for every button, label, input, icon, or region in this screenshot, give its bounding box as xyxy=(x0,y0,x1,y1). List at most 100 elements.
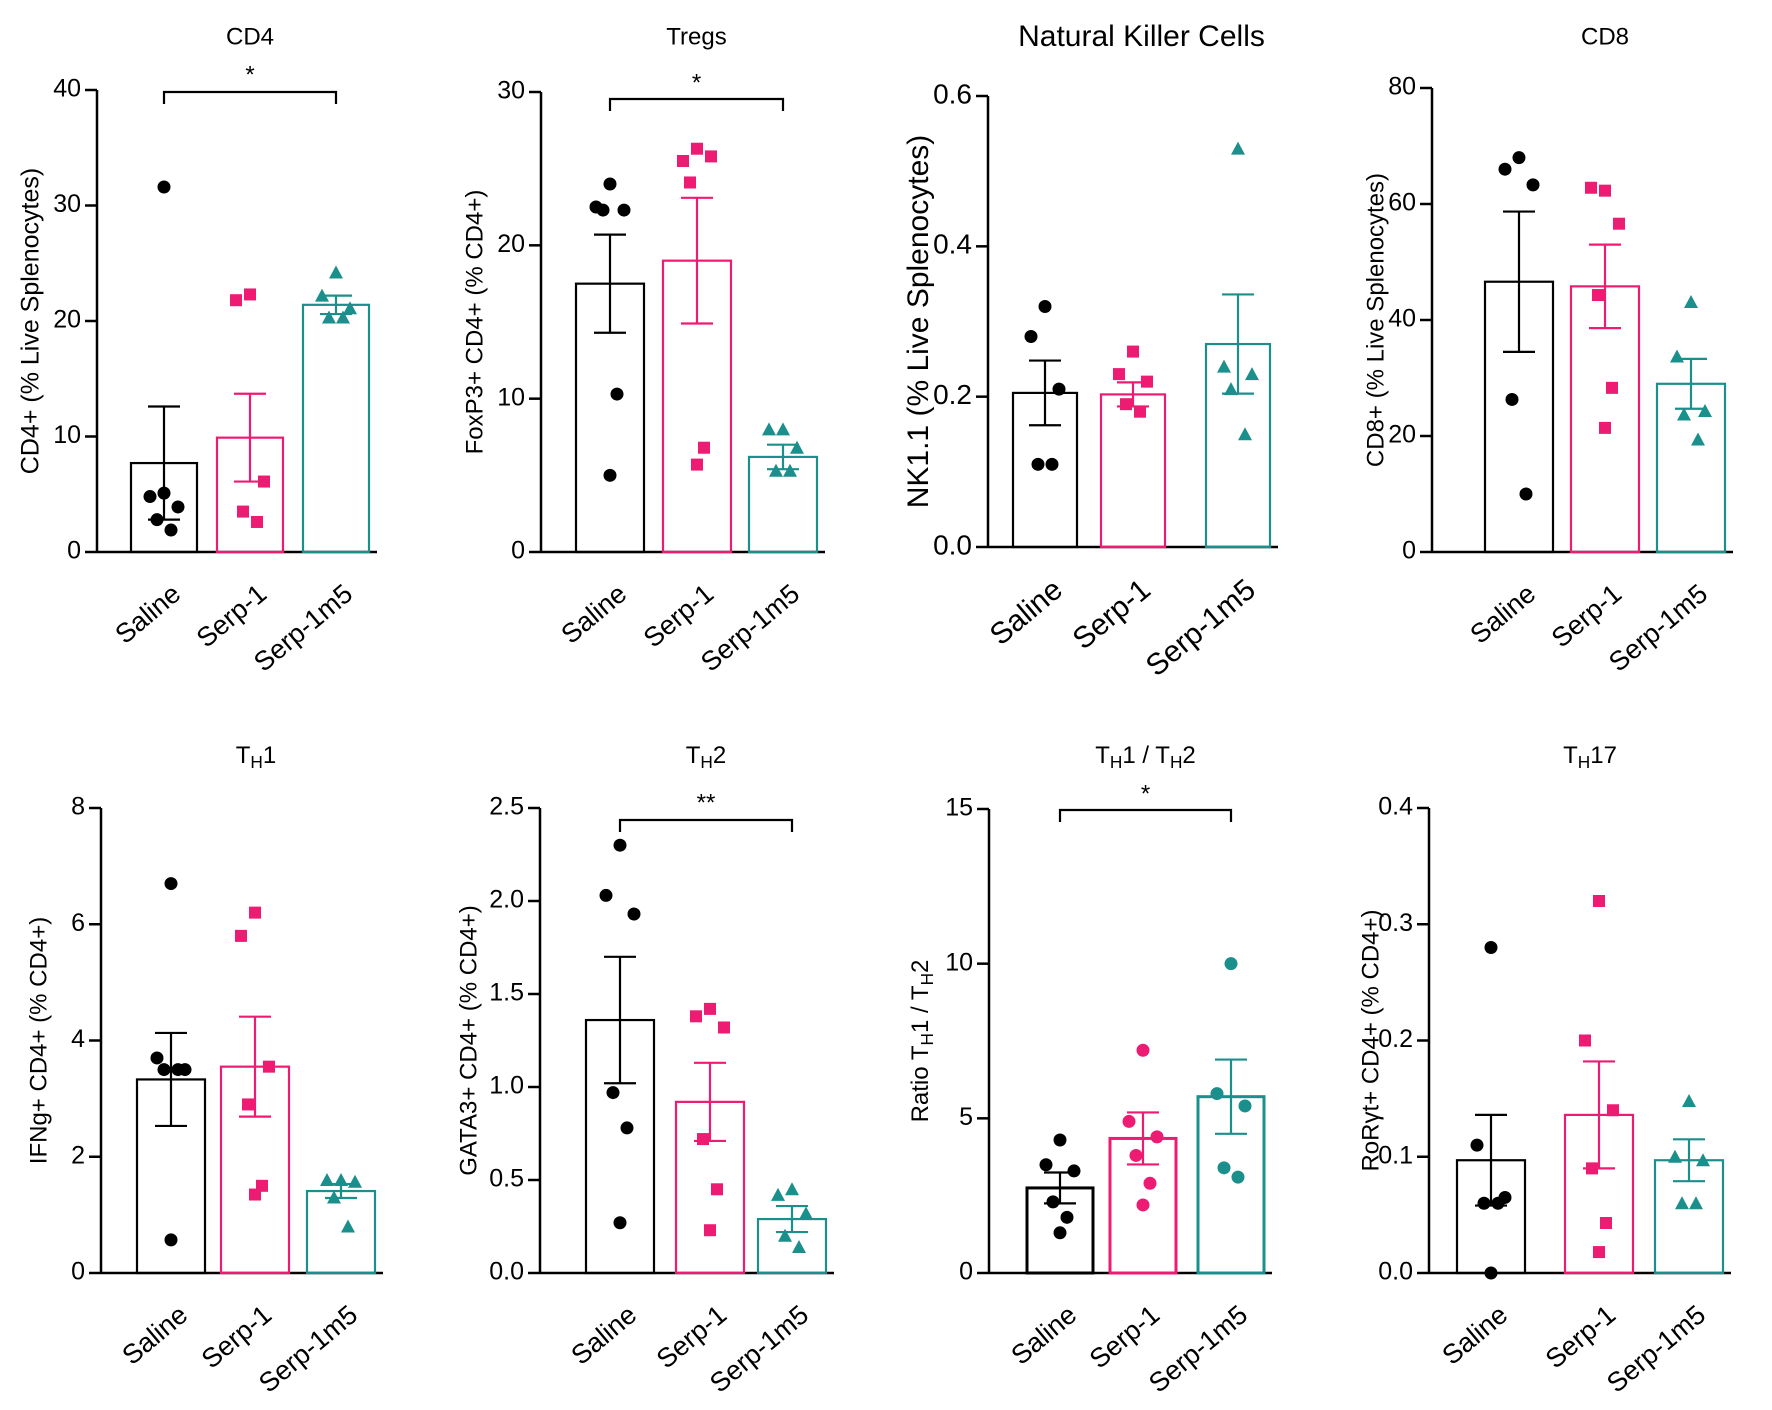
y-tick-label: 0.2 xyxy=(933,379,972,410)
data-point-serp-1 xyxy=(691,142,703,155)
data-point-serp-1 xyxy=(1606,381,1618,394)
data-point-saline xyxy=(603,468,617,482)
y-tick-label: 2.0 xyxy=(489,886,524,914)
significance-bracket xyxy=(618,818,794,832)
category-label: Serp-1 xyxy=(191,578,272,653)
y-tick-label: 20 xyxy=(53,306,81,334)
data-point-serp-1 xyxy=(697,1133,709,1146)
data-point-serp-1 xyxy=(711,1183,723,1196)
category-label: Saline xyxy=(1464,578,1541,649)
data-point-serp-1m5 xyxy=(1231,1170,1245,1184)
bar-serp-1m5 xyxy=(305,1189,377,1275)
data-point-serp-1m5 xyxy=(1210,1087,1224,1101)
y-tick-label: 0 xyxy=(511,537,525,565)
y-tick-label: 40 xyxy=(53,75,81,103)
data-point-serp-1 xyxy=(230,294,242,307)
y-tick-label: 0.2 xyxy=(1378,1025,1413,1053)
data-point-saline xyxy=(1505,392,1519,406)
data-point-serp-1m5 xyxy=(322,310,336,324)
y-tick-label: 15 xyxy=(945,794,973,822)
bar-serp-1m5 xyxy=(747,455,819,554)
data-point-saline xyxy=(1484,941,1498,954)
data-point-serp-1 xyxy=(1122,1114,1136,1128)
data-point-serp-1 xyxy=(698,441,710,454)
data-point-serp-1 xyxy=(677,155,689,167)
data-point-saline xyxy=(1519,487,1533,501)
y-tick-label: 20 xyxy=(497,230,525,258)
data-point-serp-1m5 xyxy=(1668,1149,1682,1163)
y-tick-label: 0.6 xyxy=(933,78,972,109)
data-point-serp-1 xyxy=(1613,217,1625,230)
data-point-serp-1m5 xyxy=(1675,1196,1689,1210)
chart-title: TH1 xyxy=(236,742,277,771)
data-point-serp-1m5 xyxy=(1677,407,1691,421)
data-point-serp-1 xyxy=(1141,375,1153,388)
data-point-serp-1 xyxy=(718,1021,730,1034)
data-point-serp-1 xyxy=(249,906,261,919)
panel-nk-cells: Natural Killer Cells 0.0 0.2 0.4 0.6 NK1.1 (%… xyxy=(902,20,1278,683)
data-point-saline xyxy=(1060,1210,1074,1224)
data-point-saline xyxy=(1038,299,1052,313)
y-tick-label: 0.4 xyxy=(933,229,972,260)
y-tick-label: 1.5 xyxy=(489,979,524,1007)
data-point-serp-1m5 xyxy=(1698,404,1712,418)
data-point-saline xyxy=(1470,1138,1484,1152)
data-point-serp-1 xyxy=(237,505,249,518)
significance-label: * xyxy=(1141,780,1150,807)
data-point-serp-1m5 xyxy=(799,1206,813,1220)
data-point-serp-1m5 xyxy=(327,1190,341,1204)
data-point-saline xyxy=(1484,1266,1498,1280)
panel-cd8: CD8 0 20 40 60 80 CD8+ (% Live Splenocytes) Sal… xyxy=(1362,23,1733,678)
data-point-serp-1 xyxy=(249,1188,261,1201)
data-point-serp-1 xyxy=(1136,1043,1150,1057)
data-point-serp-1 xyxy=(251,515,263,528)
category-label: Saline xyxy=(109,578,186,649)
data-point-serp-1m5 xyxy=(778,1228,792,1242)
chart-title: Tregs xyxy=(666,23,726,50)
data-point-serp-1 xyxy=(1585,181,1597,194)
data-point-saline xyxy=(599,888,613,902)
data-point-saline xyxy=(1526,178,1540,192)
data-point-saline xyxy=(150,513,164,527)
category-label: Serp-1 xyxy=(196,1299,277,1374)
data-point-serp-1m5 xyxy=(1224,382,1238,396)
y-tick-label: 1.0 xyxy=(489,1072,524,1100)
data-point-saline xyxy=(157,180,171,194)
y-axis-label: CD8+ (% Live Splenocytes) xyxy=(1362,173,1389,467)
category-label: Serp-1 xyxy=(1084,1299,1165,1374)
y-tick-label: 0.3 xyxy=(1378,909,1413,937)
data-point-serp-1 xyxy=(1586,1162,1598,1175)
data-point-serp-1m5 xyxy=(341,1219,355,1233)
data-point-saline xyxy=(1046,1195,1060,1209)
data-point-serp-1 xyxy=(1599,184,1611,197)
data-point-saline xyxy=(613,1216,627,1230)
data-point-saline xyxy=(1512,151,1526,165)
y-tick-label: 40 xyxy=(1388,305,1416,333)
data-point-serp-1m5 xyxy=(348,1174,362,1188)
data-point-serp-1m5 xyxy=(785,1182,799,1196)
data-point-saline xyxy=(613,838,627,852)
data-point-serp-1 xyxy=(684,176,696,189)
category-label: Saline xyxy=(1436,1299,1513,1370)
data-point-saline xyxy=(1498,162,1512,176)
data-point-serp-1m5 xyxy=(1238,1099,1252,1113)
y-tick-label: 0 xyxy=(71,1258,85,1286)
y-tick-label: 6 xyxy=(71,909,85,937)
data-point-saline xyxy=(1053,1226,1067,1240)
data-point-serp-1 xyxy=(258,475,270,488)
y-axis-label: NK1.1 (% Live Splenocytes) xyxy=(902,135,935,509)
significance-label: * xyxy=(245,61,254,88)
data-point-saline xyxy=(164,877,178,891)
data-point-saline xyxy=(157,486,171,500)
data-point-serp-1 xyxy=(1599,421,1611,434)
data-point-saline xyxy=(164,1233,178,1247)
data-point-serp-1 xyxy=(1607,1104,1619,1117)
category-label: Saline xyxy=(1005,1299,1082,1370)
category-label: Serp-1 xyxy=(1540,1299,1621,1374)
data-point-serp-1 xyxy=(1127,345,1139,358)
y-tick-label: 30 xyxy=(497,77,525,105)
chart-title: Natural Killer Cells xyxy=(1018,20,1265,53)
category-label: Serp-1m5 xyxy=(1140,573,1262,683)
bar-serp-1m5 xyxy=(301,303,371,554)
